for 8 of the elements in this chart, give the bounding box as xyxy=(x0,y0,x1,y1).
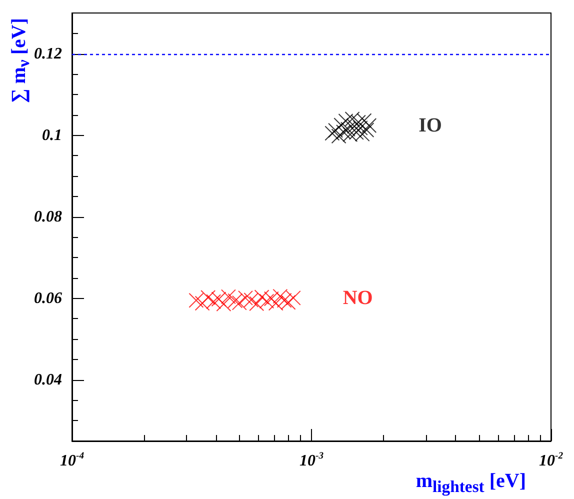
x-axis-title: m$_{lightest}$ [eV] xyxy=(416,470,526,497)
y-tick-label: 0.08 xyxy=(34,208,62,226)
y-tick-label: 0.1 xyxy=(42,126,62,144)
y-tick-label: 0.12 xyxy=(34,45,62,62)
y-tick-label: 0.04 xyxy=(34,371,62,388)
text: NO xyxy=(342,286,373,309)
y-tick-label: 0.06 xyxy=(34,290,62,307)
text: IO xyxy=(418,114,442,137)
